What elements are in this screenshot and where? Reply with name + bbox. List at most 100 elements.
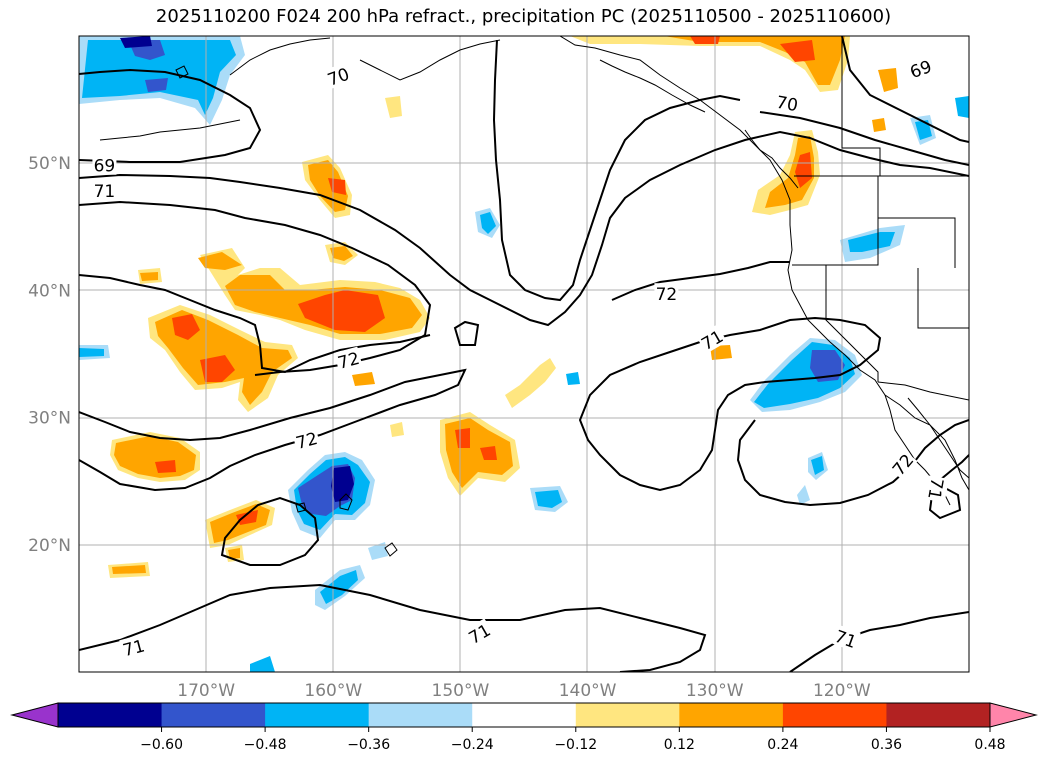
colorbar-tick-label: 0.36 xyxy=(871,737,902,753)
latitude-labels: 50°N 40°N 30°N 20°N xyxy=(28,154,71,556)
precipitation-fill-layer xyxy=(79,36,969,672)
border-state xyxy=(877,176,956,268)
precip-area-negative xyxy=(368,542,388,560)
contour-label-bg xyxy=(292,426,321,453)
contour-label-bg xyxy=(773,90,801,115)
contour-label-text: 69 xyxy=(94,157,116,177)
precip-area-negative xyxy=(566,372,580,385)
colorbar-tick-label: −0.24 xyxy=(451,737,494,753)
contour-label-text: 71 xyxy=(923,476,946,501)
precip-area-positive xyxy=(480,446,497,460)
contour-label: 69 xyxy=(92,154,117,177)
contour-71 xyxy=(79,130,969,327)
precip-area-positive xyxy=(330,246,353,261)
colorbar-tick-label: 0.48 xyxy=(974,737,1005,753)
precip-area-negative xyxy=(320,570,358,604)
coastline-bc-islands xyxy=(744,129,799,189)
contour-label: 71 xyxy=(463,618,495,649)
colorbar-tick-label: −0.48 xyxy=(244,737,287,753)
contour-label-bg xyxy=(654,283,679,304)
precip-area-positive xyxy=(455,428,470,448)
contour-72-ca xyxy=(736,419,969,507)
colorbar-segment xyxy=(472,703,577,727)
precip-area-negative xyxy=(955,96,969,118)
colorbar-tick-label: −0.36 xyxy=(347,737,390,753)
precip-area-positive xyxy=(112,565,146,574)
colorbar-segment xyxy=(161,703,266,727)
contour-label-bg xyxy=(323,62,353,90)
contour-label-bg xyxy=(924,475,949,503)
precip-area-negative xyxy=(79,348,104,357)
precip-area-negative xyxy=(797,485,810,505)
colorbar-segment xyxy=(782,703,887,727)
contour-70 xyxy=(79,200,432,376)
contour-label: 70 xyxy=(773,90,801,116)
colorbar: −0.60 −0.48 −0.36 −0.24 −0.12 0.12 0.24 0.36 0.4… xyxy=(10,702,1038,753)
precip-area-positive xyxy=(298,290,385,332)
hawaii-island xyxy=(384,542,398,557)
precip-area-negative xyxy=(82,40,236,115)
precip-area-negative xyxy=(120,36,152,48)
contour-label: 70 xyxy=(323,62,353,91)
contour-label: 69 xyxy=(905,54,936,83)
coastline-aleutian xyxy=(99,119,241,141)
contour-label-text: 72 xyxy=(889,451,918,480)
precip-area-positive xyxy=(878,68,898,92)
contour-label: 71 xyxy=(92,180,117,202)
contour-69-ne xyxy=(841,36,969,143)
precip-area-negative xyxy=(145,78,168,92)
contour-label-bg xyxy=(905,54,936,82)
precip-area-positive xyxy=(872,118,886,132)
precip-area-negative xyxy=(535,490,562,508)
border-canada xyxy=(841,36,881,176)
border-us-mexico xyxy=(877,381,969,401)
contour-label: 72 xyxy=(292,426,321,454)
precip-area-negative xyxy=(848,232,895,252)
precip-area-negative xyxy=(811,456,824,475)
refractivity-contours xyxy=(79,36,969,672)
lon-label: 170°W xyxy=(177,681,235,701)
lon-label: 130°W xyxy=(686,681,744,701)
contour-70-ne xyxy=(759,111,969,166)
colorbar-segment xyxy=(679,703,784,727)
coastlines xyxy=(99,36,969,557)
border-state xyxy=(825,265,879,382)
precip-area-negative xyxy=(250,656,275,672)
contour-label: 71 xyxy=(923,475,949,503)
contour-70-south xyxy=(79,583,707,672)
precip-area-positive xyxy=(385,96,402,118)
precip-area-positive xyxy=(308,160,348,212)
lon-label: 120°W xyxy=(813,681,871,701)
colorbar-extend-high xyxy=(989,702,1038,728)
colorbar-segment xyxy=(886,703,991,727)
hawaii-island xyxy=(339,493,353,511)
precip-area-positive xyxy=(390,422,404,437)
contour-label-bg xyxy=(831,624,861,652)
coastline-alaska-islands xyxy=(599,59,706,113)
precip-area-positive xyxy=(198,252,242,270)
coastline-baja-inner xyxy=(907,397,969,479)
contour-label-bg xyxy=(886,448,918,480)
contour-label-text: 70 xyxy=(775,93,800,116)
contour-label-bg xyxy=(334,346,363,373)
contour-label-bg xyxy=(92,180,117,201)
precip-area-positive xyxy=(228,548,240,559)
contour-label: 71 xyxy=(119,634,148,661)
contour-label-text: 71 xyxy=(94,182,116,202)
lat-label: 20°N xyxy=(28,536,71,556)
colorbar-segment xyxy=(58,703,163,727)
contour-72-loop xyxy=(453,320,480,346)
colorbar-tick-label: −0.60 xyxy=(140,737,183,753)
contour-label: 72 xyxy=(654,283,679,305)
precip-area-positive xyxy=(352,372,375,386)
contour-72-hawaii xyxy=(220,496,320,566)
precip-area-negative xyxy=(331,466,354,502)
precip-area-positive xyxy=(236,510,258,525)
contour-72b xyxy=(79,368,467,492)
contour-label-bg xyxy=(463,618,495,648)
precip-area-positive xyxy=(155,460,176,473)
longitude-labels: 170°W 160°W 150°W 140°W 130°W 120°W xyxy=(177,681,871,701)
colorbar-extend-low xyxy=(10,702,59,728)
precip-area-positive xyxy=(200,355,235,382)
